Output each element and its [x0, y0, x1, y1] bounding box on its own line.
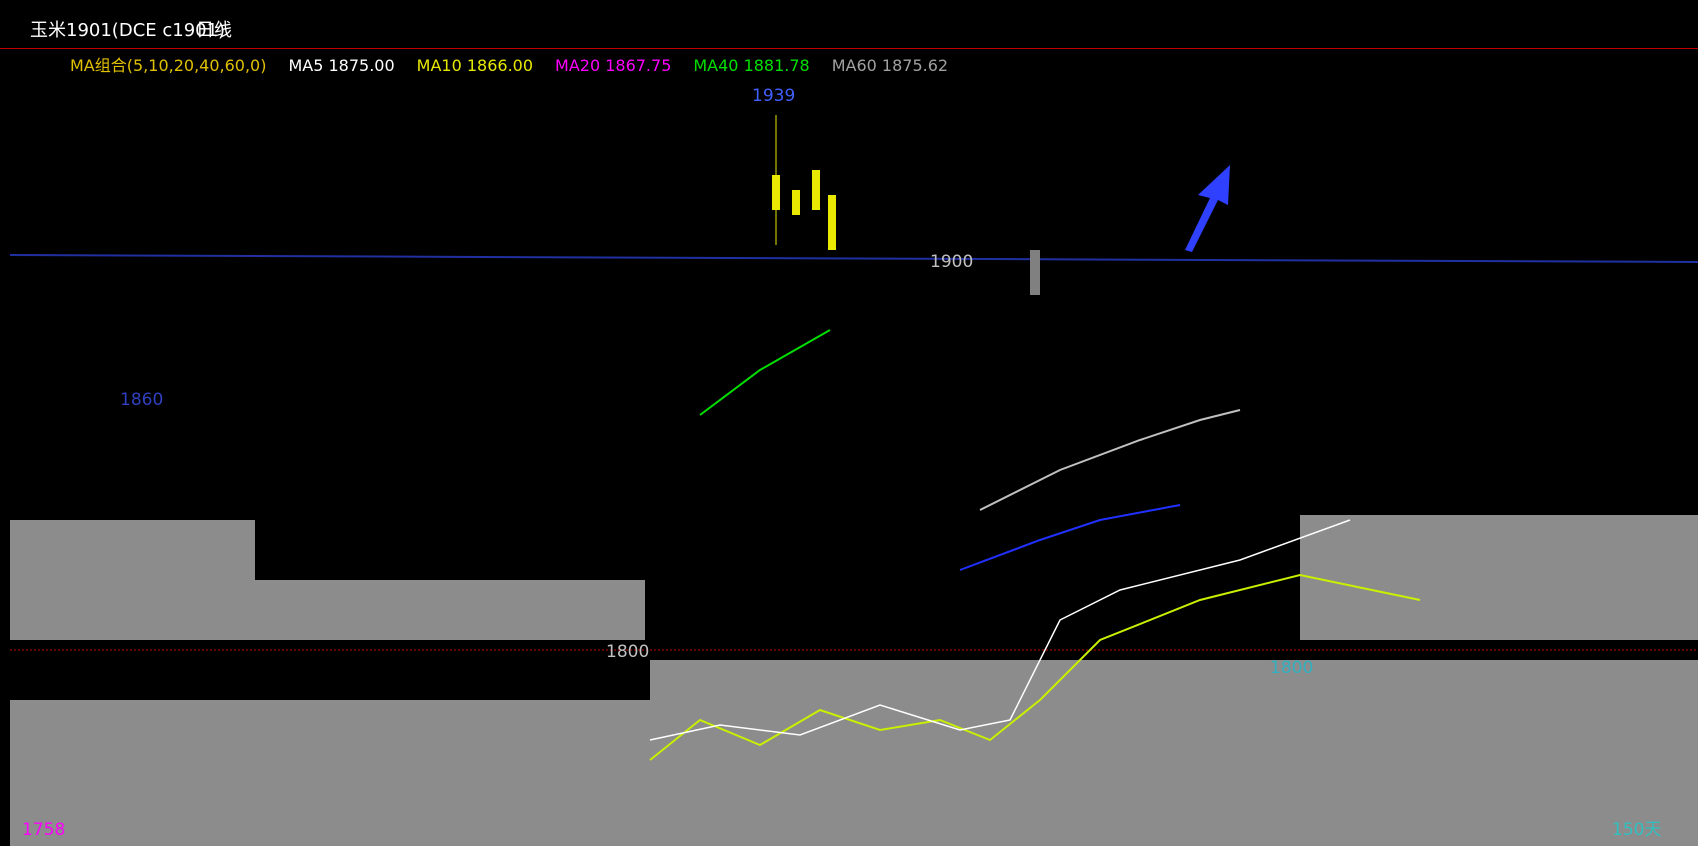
price-label: 1800	[1270, 658, 1314, 678]
candle	[792, 190, 800, 215]
cursor-marker	[1030, 250, 1040, 295]
glitch-area	[10, 580, 645, 640]
arrow-icon	[1185, 165, 1230, 252]
price-label: 1939	[752, 86, 796, 106]
ma-line	[959, 504, 1181, 571]
legend-item: MA10 1866.00	[416, 56, 534, 75]
ma-line	[649, 519, 1351, 741]
price-label: 1758	[22, 820, 66, 840]
ma-line	[699, 329, 831, 416]
glitch-area	[10, 520, 255, 580]
ma-line	[649, 573, 1421, 761]
price-label: 1800	[606, 642, 650, 662]
legend-item: MA40 1881.78	[693, 56, 810, 75]
ma-legend: MA组合(5,10,20,40,60,0) MA5 1875.00 MA10 186…	[70, 52, 970, 76]
legend-item: MA60 1875.62	[831, 56, 949, 75]
price-label: 1860	[120, 390, 164, 410]
glitch-area	[650, 660, 1698, 846]
price-label: 1900	[930, 252, 974, 272]
ma-line	[979, 409, 1241, 511]
glitch-area	[1300, 515, 1698, 640]
days-label: 150天	[1612, 820, 1662, 840]
period-selector[interactable]: 日线	[196, 20, 232, 41]
candle	[812, 170, 820, 210]
legend-item: MA20 1867.75	[555, 56, 672, 75]
title-bar: 玉米1901(DCE c1901) 日线	[0, 0, 1698, 49]
legend-group: MA组合(5,10,20,40,60,0)	[70, 56, 267, 75]
price-line-1900	[9, 254, 1698, 263]
symbol-title[interactable]: 玉米1901(DCE c1901)	[30, 20, 226, 41]
legend-item: MA5 1875.00	[288, 56, 395, 75]
glitch-area	[10, 700, 650, 846]
candle	[828, 195, 836, 250]
